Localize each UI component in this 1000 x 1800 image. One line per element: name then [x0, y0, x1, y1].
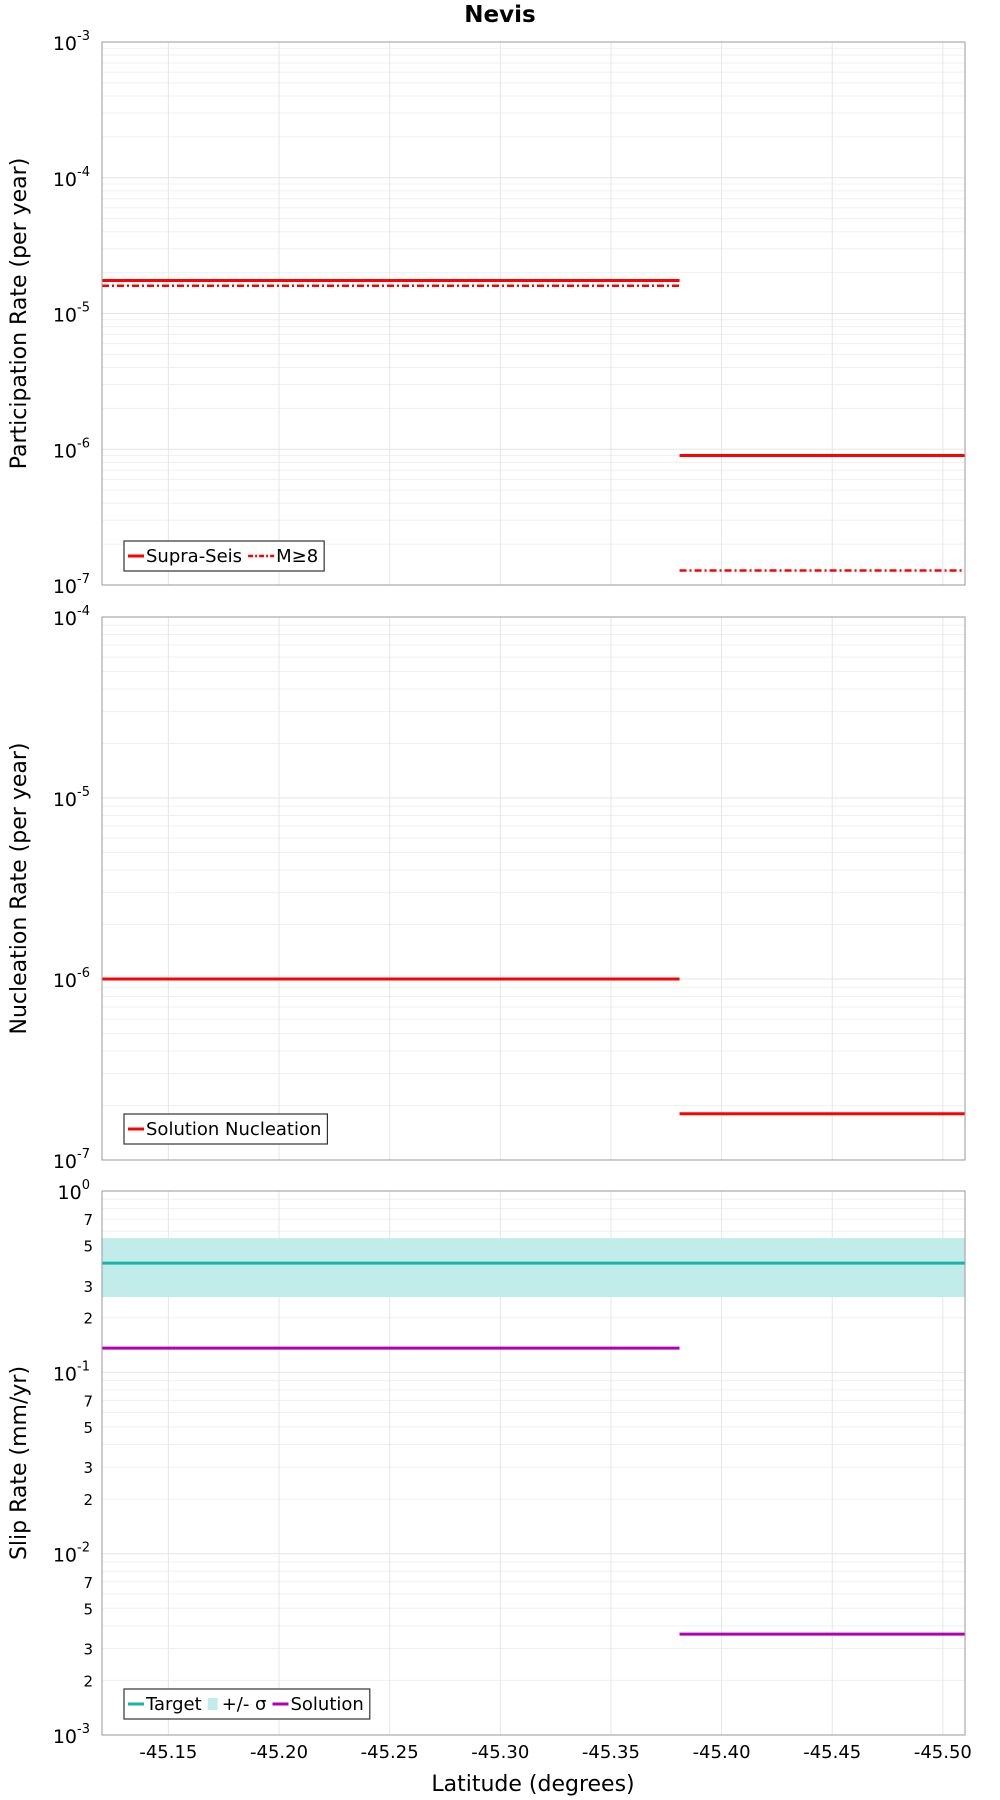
y-axis-label: Slip Rate (mm/yr) — [7, 1366, 32, 1560]
y-minor-tick-label: 7 — [83, 1211, 93, 1229]
y-tick-base: 10 — [53, 1726, 77, 1748]
y-tick-base: 10 — [53, 1151, 77, 1173]
legend-entry: +/- σ — [222, 1694, 267, 1715]
y-minor-tick-label: 3 — [83, 1459, 93, 1477]
y-tick-exponent: -7 — [77, 572, 90, 587]
y-tick-label: 10-2 — [53, 1541, 90, 1567]
y-tick-base: 10 — [58, 1182, 82, 1204]
plot-frame — [101, 1190, 966, 1736]
plot-frame — [101, 616, 966, 1161]
y-tick-exponent: -6 — [77, 436, 90, 451]
y-minor-tick-label: 5 — [83, 1419, 93, 1437]
sigma-band — [102, 1238, 965, 1298]
y-tick-base: 10 — [53, 789, 77, 811]
y-tick-base: 10 — [53, 576, 77, 598]
y-minor-tick-label: 5 — [83, 1600, 93, 1618]
y-tick-label: 10-4 — [53, 604, 90, 630]
x-tick-label: -45.50 — [914, 1742, 972, 1763]
legend: Target +/- σ Solution — [123, 1688, 371, 1720]
y-minor-tick-label: 2 — [83, 1491, 93, 1509]
y-tick-base: 10 — [53, 1363, 77, 1385]
legend-entry: Solution — [290, 1694, 363, 1715]
y-tick-exponent: -7 — [77, 1147, 90, 1162]
y-tick-exponent: 0 — [82, 1178, 90, 1193]
y-tick-base: 10 — [53, 305, 77, 327]
y-tick-label: 10-1 — [53, 1359, 90, 1385]
chart-title: Nevis — [464, 2, 535, 28]
legend: Solution Nucleation — [123, 1113, 329, 1145]
legend-box — [123, 540, 325, 572]
y-tick-exponent: -4 — [77, 604, 90, 619]
y-tick-label: 100 — [58, 1178, 90, 1204]
y-tick-exponent: -3 — [77, 1722, 90, 1737]
y-tick-base: 10 — [53, 970, 77, 992]
x-tick-label: -45.40 — [693, 1742, 751, 1763]
y-tick-exponent: -4 — [77, 165, 90, 180]
y-minor-tick-label: 2 — [83, 1672, 93, 1690]
y-minor-tick-label: 3 — [83, 1278, 93, 1296]
y-tick-base: 10 — [53, 169, 77, 191]
x-tick-label: -45.45 — [803, 1742, 861, 1763]
y-tick-label: 10-5 — [53, 785, 90, 811]
y-tick-label: 10-6 — [53, 436, 90, 462]
legend-box — [123, 1688, 371, 1720]
legend: Supra-Seis M≥8 — [123, 540, 325, 572]
y-axis-label: Participation Rate (per year) — [7, 158, 32, 470]
y-axis-label: Nucleation Rate (per year) — [7, 743, 32, 1035]
y-tick-label: 10-7 — [53, 1147, 90, 1173]
y-tick-label: 10-3 — [53, 1722, 90, 1748]
y-minor-tick-label: 3 — [83, 1640, 93, 1658]
y-minor-tick-label: 2 — [83, 1310, 93, 1328]
y-tick-base: 10 — [53, 440, 77, 462]
y-tick-label: 10-4 — [53, 165, 90, 191]
legend-entry: M≥8 — [276, 546, 318, 567]
y-tick-label: 10-3 — [53, 29, 90, 55]
x-tick-label: -45.25 — [361, 1742, 419, 1763]
x-tick-label: -45.30 — [471, 1742, 529, 1763]
y-minor-tick-label: 7 — [83, 1392, 93, 1410]
y-tick-label: 10-6 — [53, 966, 90, 992]
x-axis-label: Latitude (degrees) — [431, 1772, 634, 1797]
y-tick-base: 10 — [53, 608, 77, 630]
y-minor-tick-label: 5 — [83, 1238, 93, 1256]
y-minor-tick-label: 7 — [83, 1574, 93, 1592]
y-tick-label: 10-5 — [53, 301, 90, 327]
y-tick-exponent: -1 — [77, 1359, 90, 1374]
plot-frame — [101, 41, 966, 586]
y-tick-exponent: -5 — [77, 301, 90, 316]
legend-swatch — [207, 1698, 218, 1710]
y-tick-exponent: -5 — [77, 785, 90, 800]
y-tick-exponent: -2 — [77, 1541, 90, 1556]
x-axis: -45.15 -45.20 -45.25 -45.30 -45.35 -45.40 -45.… — [139, 1742, 972, 1763]
x-tick-label: -45.20 — [250, 1742, 308, 1763]
y-tick-label: 10-7 — [53, 572, 90, 598]
legend-entry: Supra-Seis — [146, 546, 242, 567]
y-tick-base: 10 — [53, 1545, 77, 1567]
x-tick-label: -45.15 — [139, 1742, 197, 1763]
y-tick-base: 10 — [53, 33, 77, 55]
y-tick-exponent: -6 — [77, 966, 90, 981]
x-tick-label: -45.35 — [582, 1742, 640, 1763]
y-tick-exponent: -3 — [77, 29, 90, 44]
legend-entry: Solution Nucleation — [146, 1119, 321, 1140]
legend-box — [123, 1113, 329, 1145]
legend-entry: Target — [145, 1694, 202, 1715]
